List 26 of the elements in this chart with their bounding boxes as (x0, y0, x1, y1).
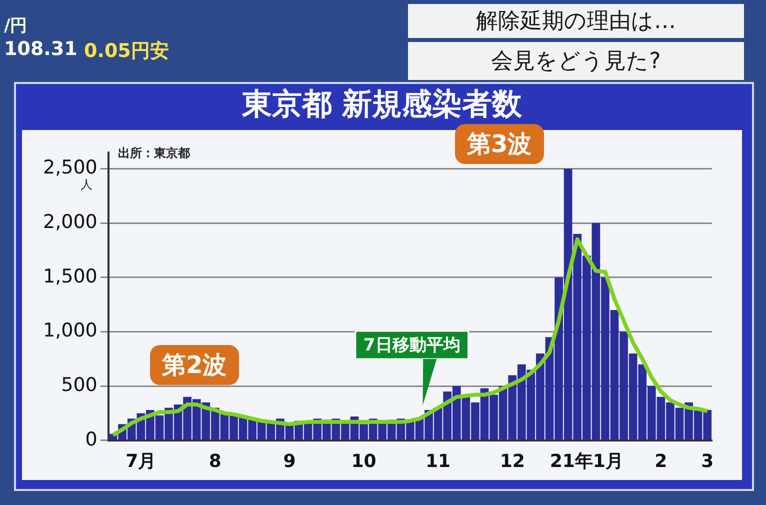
text: 0.05円安 (84, 39, 169, 64)
y-tick-label: 1,000 (42, 320, 98, 342)
x-tick-label: 12 (500, 450, 525, 472)
x-tick-label: 2 (654, 450, 668, 472)
y-axis-title: 人 (80, 178, 92, 192)
y-tick-label: 500 (61, 374, 98, 396)
text: 会見をどう見た? (408, 42, 744, 80)
x-tick-label: 9 (283, 450, 296, 472)
annotation: 出所：東京都 (118, 145, 190, 162)
annotation: 第2波 (150, 345, 239, 385)
x-tick-label: 8 (208, 450, 222, 472)
x-tick-label: 21年1月 (550, 450, 624, 472)
text: 7日移動平均 (363, 335, 460, 356)
x-tick-label: 7月 (126, 450, 156, 472)
x-tick-label: 3 (701, 450, 714, 472)
text: 108.31 (4, 38, 78, 60)
text: 解除延期の理由は… (408, 4, 744, 38)
y-tick-label: 0 (85, 428, 98, 450)
chart-title: 東京都 新規感染者数 (240, 86, 524, 124)
y-tick-label: 2,000 (42, 210, 98, 233)
annotation: 第3波 (455, 124, 544, 164)
x-tick-label: 11 (426, 450, 451, 472)
y-tick-label: 2,500 (42, 156, 98, 179)
text: /円 (4, 15, 28, 37)
y-tick-label: 1,500 (42, 265, 98, 288)
x-tick-label: 10 (351, 450, 376, 472)
